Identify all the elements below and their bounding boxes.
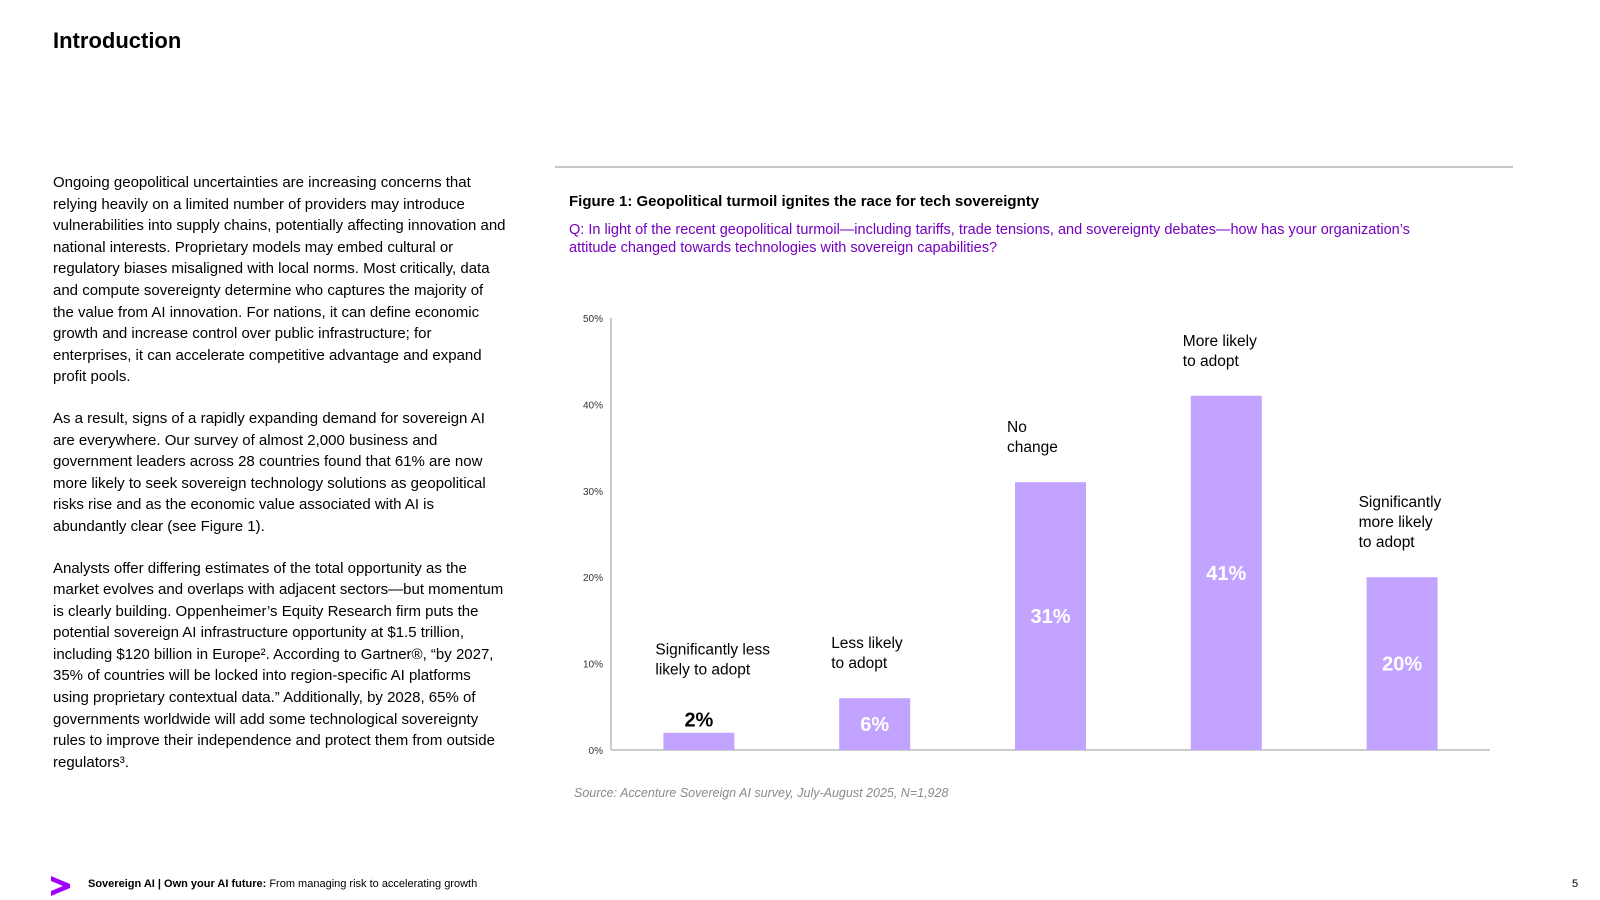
bar-5 — [1366, 577, 1438, 750]
category-label: Significantly more likely to adopt — [1359, 494, 1442, 551]
accenture-chevron-icon — [51, 876, 70, 896]
bar-value-label: 20% — [1382, 654, 1422, 676]
category-label-line: Significantly less — [655, 642, 770, 659]
figure-divider — [555, 166, 1513, 168]
bar-value-label: 41% — [1206, 563, 1246, 585]
y-tick-label: 10% — [583, 660, 603, 671]
figure-source: Source: Accenture Sovereign AI survey, J… — [574, 786, 949, 800]
category-label-line: Significantly — [1359, 494, 1442, 511]
bar-value-label: 6% — [860, 714, 889, 736]
category-label: More likely to adopt — [1183, 333, 1257, 370]
y-tick-label: 30% — [583, 487, 603, 498]
figure-title: Figure 1: Geopolitical turmoil ignites t… — [569, 193, 1040, 210]
paragraph-2: As a result, signs of a rapidly expandin… — [53, 409, 486, 535]
paragraph-1: Ongoing geopolitical uncertainties are i… — [53, 174, 506, 386]
category-label-line: Less likely — [831, 635, 903, 652]
category-label: Significantly less likely to adopt — [655, 642, 770, 679]
y-tick-label: 40% — [583, 400, 603, 411]
bar-value-label: 31% — [1030, 606, 1070, 628]
category-label-line: More likely — [1183, 333, 1257, 350]
category-label-line: change — [1007, 439, 1058, 456]
category-label-line: No — [1007, 419, 1027, 436]
category-label-line: to adopt — [831, 655, 888, 672]
page-number: 5 — [1572, 878, 1579, 890]
footer-text: Sovereign AI | Own your AI future: From … — [88, 878, 477, 890]
y-tick-label: 20% — [583, 573, 603, 584]
y-tick-label: 0% — [589, 746, 604, 757]
category-label: Less likely to adopt — [831, 635, 903, 672]
category-label-line: likely to adopt — [655, 662, 750, 679]
category-label: No change — [1007, 419, 1058, 456]
page-title: Introduction — [53, 28, 182, 53]
category-label-line: to adopt — [1359, 534, 1416, 551]
bar-value-label: 2% — [684, 710, 713, 732]
bar-3 — [1015, 482, 1086, 750]
category-label-line: to adopt — [1183, 353, 1240, 370]
figure-question: Q: In light of the recent geopolitical t… — [569, 222, 1410, 256]
footer-brand-rest: From managing risk to accelerating growt… — [266, 878, 478, 890]
bar-1 — [663, 732, 735, 750]
paragraph-3: Analysts offer differing estimates of th… — [53, 559, 504, 771]
footer-brand-bold: Sovereign AI | Own your AI future: — [88, 878, 267, 890]
intro-body-text: Ongoing geopolitical uncertainties are i… — [53, 172, 508, 793]
y-tick-label: 50% — [583, 314, 603, 325]
category-label-line: more likely — [1359, 514, 1433, 531]
bar-4 — [1190, 395, 1262, 750]
bar-2 — [839, 698, 911, 750]
